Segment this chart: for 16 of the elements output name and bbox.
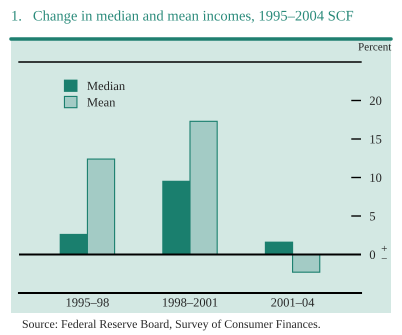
y-tick-label: 20 — [370, 96, 382, 105]
y-tick-label: 10 — [370, 174, 382, 182]
y-tick-label: 5 — [370, 212, 376, 220]
y-axis-title: Percent — [358, 43, 392, 51]
x-tick-label: 1998–2001 — [162, 298, 218, 307]
chart-title: 1. Change in median and mean incomes, 1995–2004 SCF — [12, 10, 354, 24]
x-tick-label: 2001–04 — [271, 298, 314, 307]
x-tick-label: 1995–98 — [66, 298, 109, 307]
text: + — [382, 246, 387, 252]
legend-label: Mean — [87, 98, 116, 106]
y-tick-label: 0 — [370, 250, 376, 259]
y-tick-label: 15 — [370, 135, 382, 144]
bar — [292, 254, 320, 273]
text: − — [382, 258, 387, 259]
legend-label: Median — [87, 81, 125, 90]
source-note: Source: Federal Reserve Board, Survey of Consumer Finances. — [22, 320, 320, 330]
